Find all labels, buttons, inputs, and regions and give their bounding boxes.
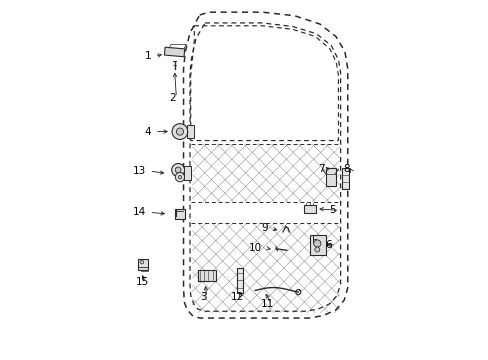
Circle shape	[176, 128, 183, 135]
Bar	[303, 206, 315, 213]
Text: 12: 12	[230, 292, 244, 302]
Text: 10: 10	[249, 243, 262, 253]
Text: 1: 1	[144, 51, 151, 61]
Circle shape	[178, 175, 182, 179]
Circle shape	[175, 167, 181, 173]
Circle shape	[175, 172, 184, 182]
Bar	[187, 125, 194, 138]
Circle shape	[314, 247, 319, 252]
Bar	[198, 270, 215, 281]
Bar	[236, 268, 243, 293]
Text: 3: 3	[200, 292, 206, 302]
Text: 4: 4	[144, 127, 151, 136]
Text: 2: 2	[169, 93, 176, 103]
Text: 8: 8	[343, 164, 349, 174]
Circle shape	[313, 240, 320, 247]
Text: 15: 15	[135, 277, 149, 287]
Bar	[138, 258, 148, 270]
Bar	[341, 168, 348, 189]
Bar	[174, 209, 185, 219]
Bar	[184, 166, 191, 180]
Text: 13: 13	[132, 166, 145, 176]
Bar	[310, 235, 325, 255]
Circle shape	[171, 163, 184, 176]
Bar	[325, 168, 335, 186]
Circle shape	[140, 260, 143, 264]
Circle shape	[172, 124, 187, 139]
Text: 5: 5	[328, 206, 335, 216]
Text: 11: 11	[261, 299, 274, 309]
Bar	[164, 47, 184, 57]
Text: 6: 6	[325, 239, 332, 249]
Text: 14: 14	[132, 207, 145, 217]
Text: 9: 9	[261, 224, 267, 233]
Text: 7: 7	[318, 164, 324, 174]
